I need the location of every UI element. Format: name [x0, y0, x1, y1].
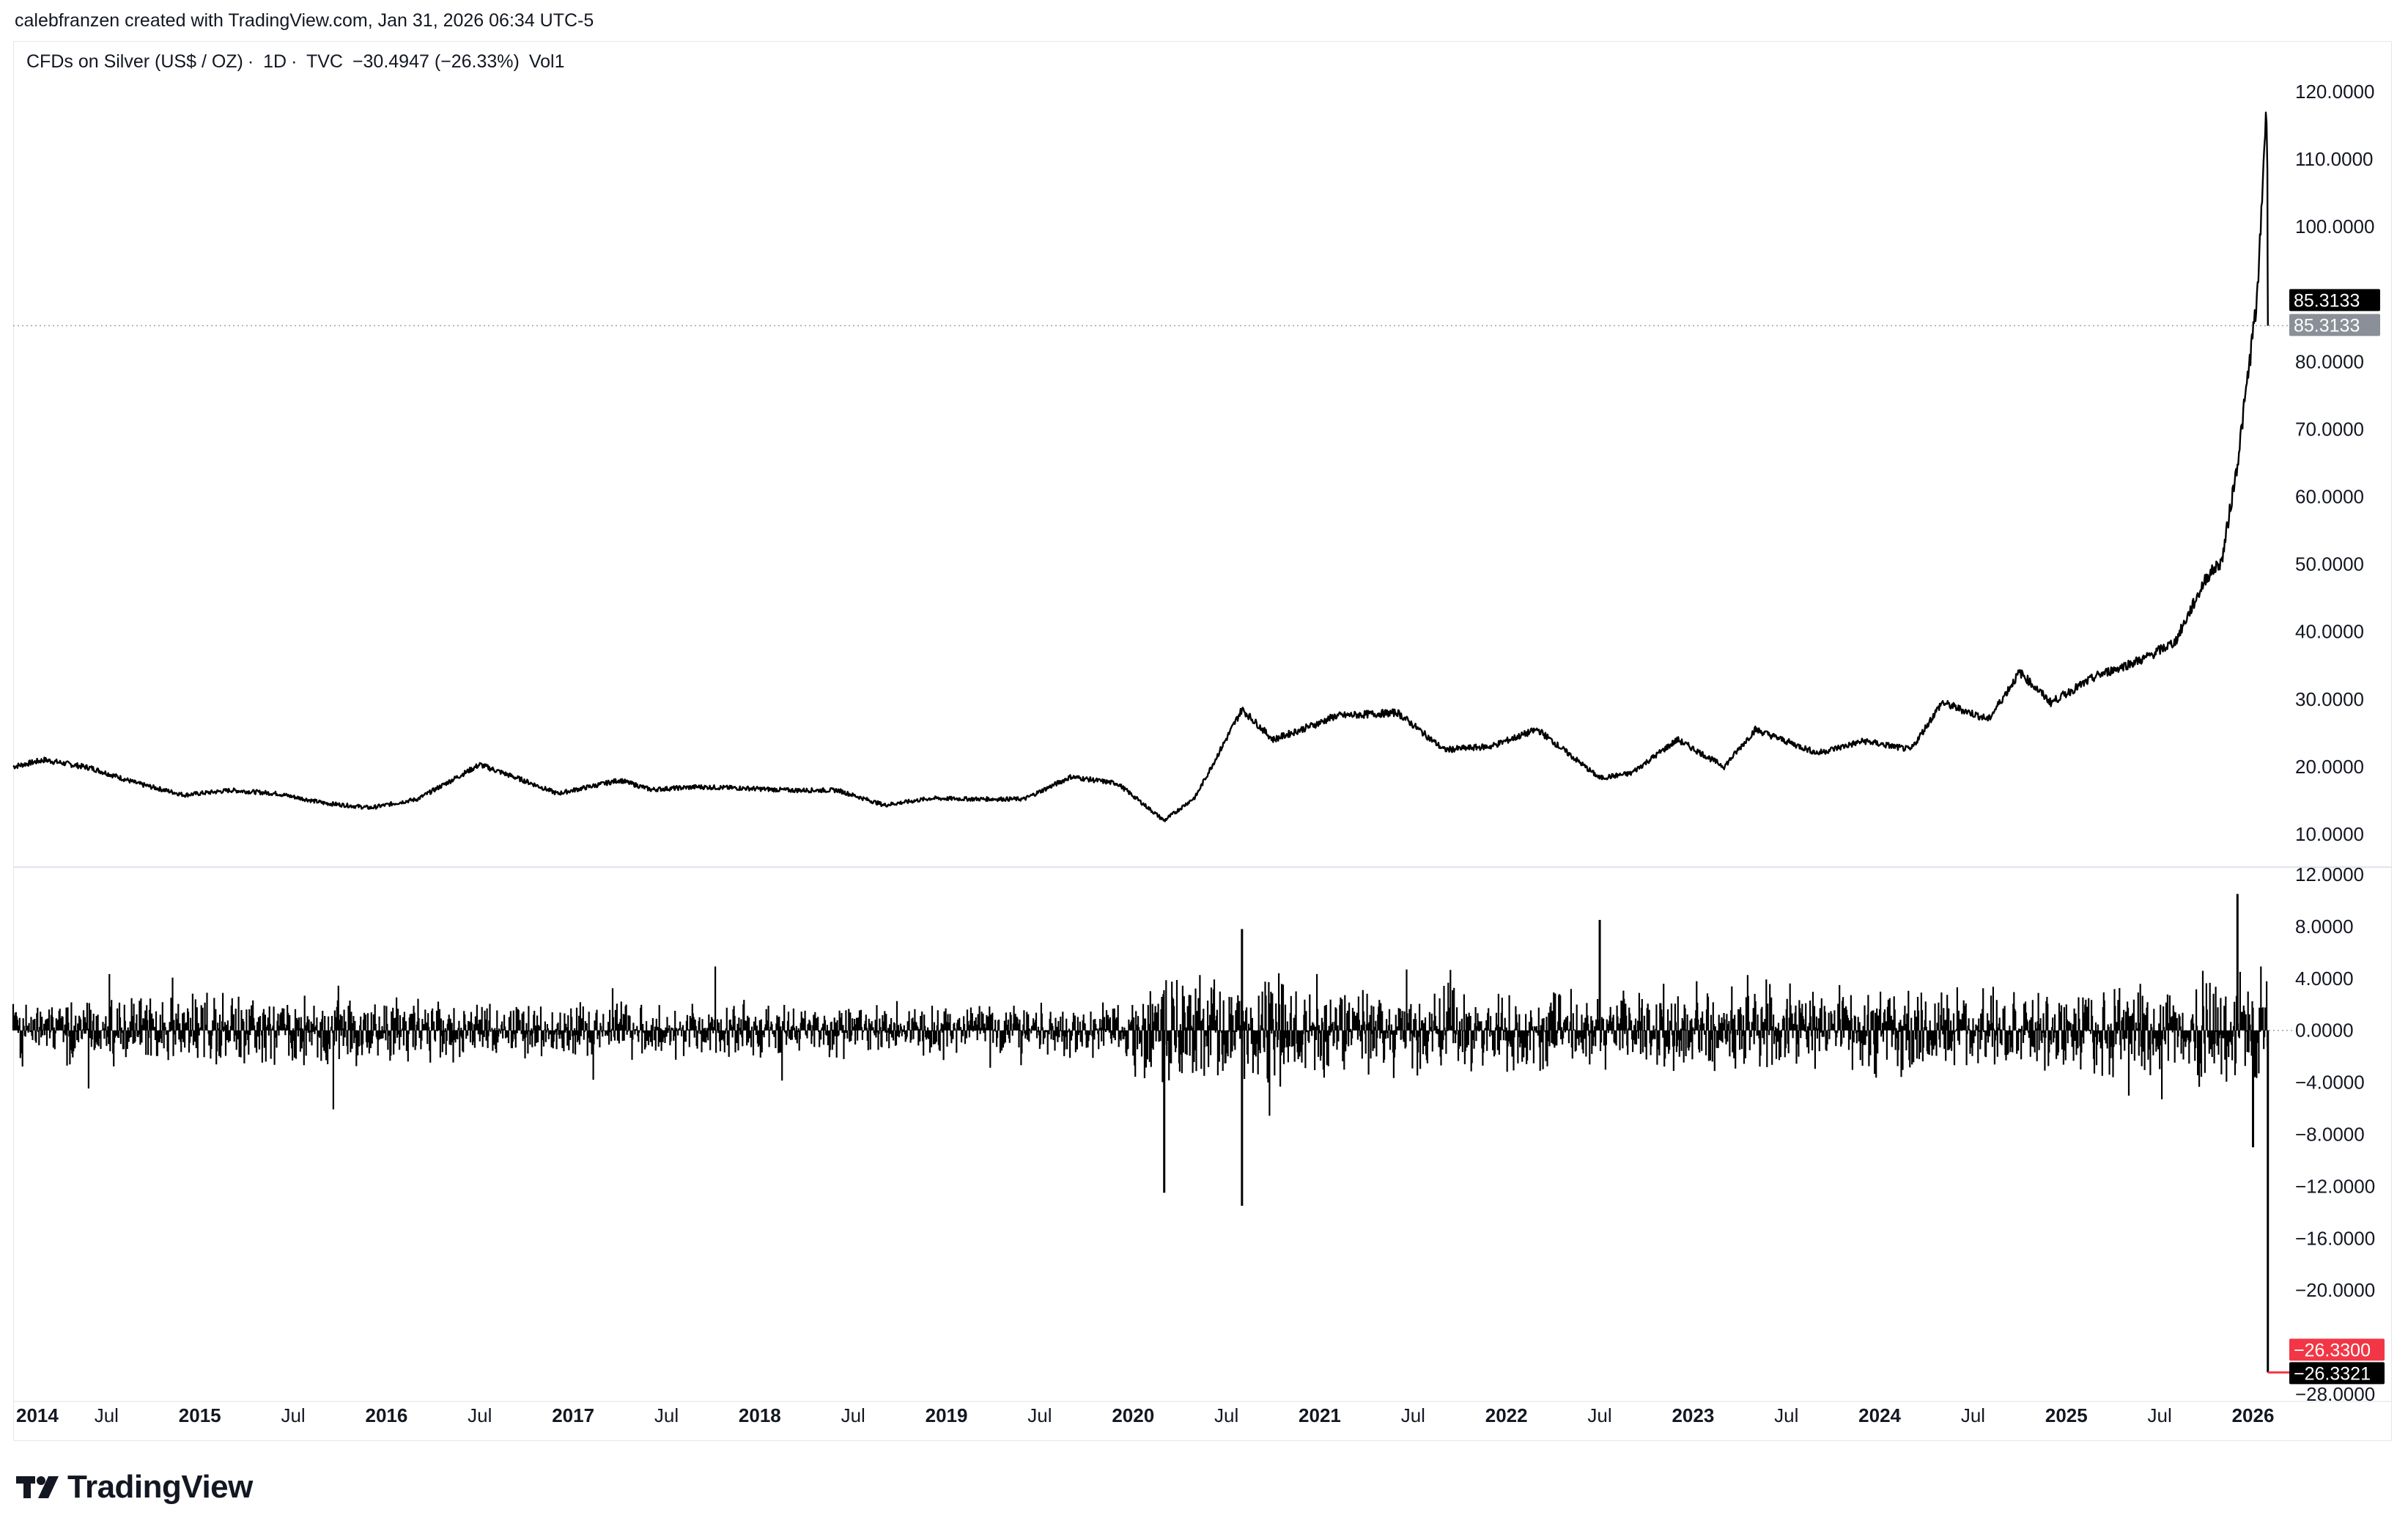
price-axis-tick-label: 20.0000: [2295, 756, 2364, 778]
indicator-axis-tick-label: −8.0000: [2295, 1124, 2365, 1146]
indicator-axis-tick-label: −12.0000: [2295, 1175, 2375, 1197]
x-axis-tick-label: 2017: [552, 1404, 594, 1426]
x-axis-tick-label: Jul: [1774, 1404, 1798, 1426]
x-axis-tick-label: 2023: [1672, 1404, 1714, 1426]
x-axis-tick-label: 2025: [2045, 1404, 2088, 1426]
x-axis-tick-label: Jul: [1587, 1404, 1611, 1426]
price-series-line[interactable]: [12, 111, 2269, 822]
x-axis-tick-label: 2015: [179, 1404, 221, 1426]
price-axis-tick-label: 70.0000: [2295, 418, 2364, 440]
x-axis-tick-label: 2022: [1485, 1404, 1528, 1426]
x-axis-tick-label: 2014: [16, 1404, 59, 1426]
x-axis-tick-label: Jul: [841, 1404, 865, 1426]
indicator-axis-tick-label: −20.0000: [2295, 1279, 2375, 1301]
x-axis-tick-label: Jul: [1214, 1404, 1238, 1426]
indicator-last-value-tag: [2289, 1362, 2385, 1385]
indicator-last-value-tag-label: −26.3321: [2294, 1363, 2371, 1384]
price-axis-tick-label: 50.0000: [2295, 553, 2364, 575]
legend-interval: 1D: [263, 51, 287, 72]
indicator-axis-tick-label: 8.0000: [2295, 915, 2354, 937]
chart-frame: [13, 41, 2392, 1441]
legend-symbol[interactable]: CFDs on Silver (US$ / OZ): [26, 51, 243, 72]
indicator-axis-tick-label: 0.0000: [2295, 1020, 2354, 1042]
indicator-alt-value-tag: [2289, 1338, 2385, 1361]
x-axis-tick-label: Jul: [1027, 1404, 1052, 1426]
indicator-axis-tick-label: −28.0000: [2295, 1383, 2375, 1405]
x-axis-tick-label: Jul: [1401, 1404, 1425, 1426]
price-axis-tick-label: 10.0000: [2295, 823, 2364, 845]
price-axis-tick-label: 120.0000: [2295, 81, 2374, 103]
x-axis-tick-label: Jul: [281, 1404, 305, 1426]
price-axis-tick-label: 60.0000: [2295, 486, 2364, 508]
x-axis-tick-label: Jul: [95, 1404, 119, 1426]
indicator-histogram[interactable]: [12, 966, 2269, 1116]
x-axis-tick-label: Jul: [468, 1404, 492, 1426]
price-axis-tick-label: 80.0000: [2295, 350, 2364, 372]
legend-change: −30.4947 (−26.33%): [352, 51, 520, 72]
legend-study[interactable]: Vol1: [528, 51, 565, 72]
price-axis-tick-label: 30.0000: [2295, 688, 2364, 710]
indicator-axis-tick-label: −16.0000: [2295, 1227, 2375, 1249]
price-axis-tick-label: 40.0000: [2295, 621, 2364, 643]
price-close-tag-label: 85.3133: [2294, 315, 2360, 336]
price-last-value-tag: [2289, 289, 2380, 312]
indicator-alt-value-tag-label: −26.3300: [2294, 1340, 2371, 1360]
price-axis-tick-label: 100.0000: [2295, 215, 2374, 237]
x-axis-tick-label: 2021: [1299, 1404, 1341, 1426]
tradingview-logo-icon: [16, 1476, 59, 1498]
x-axis-tick-label: 2016: [365, 1404, 407, 1426]
x-axis-tick-label: 2024: [1858, 1404, 1901, 1426]
price-last-value-tag-label: 85.3133: [2294, 290, 2360, 311]
x-axis-tick-label: Jul: [654, 1404, 679, 1426]
x-axis-tick-label: 2026: [2232, 1404, 2275, 1426]
indicator-axis-tick-label: 12.0000: [2295, 863, 2364, 885]
x-axis-tick-label: Jul: [2148, 1404, 2172, 1426]
x-axis-tick-label: 2018: [739, 1404, 781, 1426]
price-close-tag: [2289, 314, 2380, 336]
indicator-axis-tick-label: −4.0000: [2295, 1072, 2365, 1094]
x-axis-tick-label: 2019: [926, 1404, 968, 1426]
price-axis-tick-label: 110.0000: [2295, 148, 2374, 170]
tradingview-logo: TradingView: [16, 1469, 253, 1506]
x-axis-tick-label: 2020: [1112, 1404, 1154, 1426]
legend-source: TVC: [306, 51, 343, 72]
x-axis-tick-label: Jul: [1961, 1404, 1985, 1426]
tradingview-logo-text: TradingView: [67, 1469, 253, 1505]
indicator-axis-tick-label: 4.0000: [2295, 968, 2354, 990]
chart-legend[interactable]: CFDs on Silver (US$ / OZ) · 1D · TVC −30.4…: [26, 51, 565, 72]
chart-attribution: calebfranzen created with TradingView.co…: [15, 10, 594, 31]
